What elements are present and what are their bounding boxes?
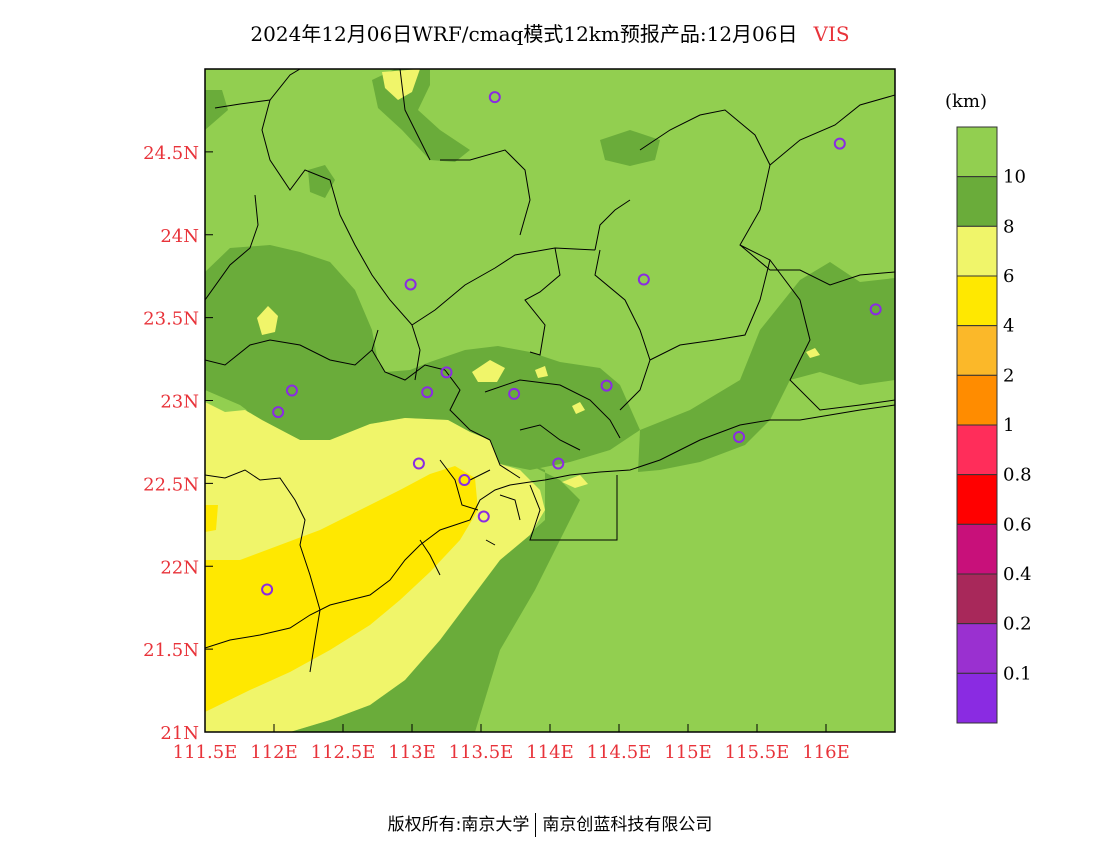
legend-swatch-6 [956,374,998,426]
legend-label-4: 6 [1003,266,1014,287]
legend-label-3: 8 [1003,216,1014,237]
station-marker-6 [285,384,298,397]
legend-swatch-9 [956,523,998,575]
x-tick-label-1: 111.5E [173,742,238,763]
y-tick-label-3: 22N [160,557,199,578]
vis-zone-8-10-north-central [600,130,660,166]
map-title: 2024年12月06日WRF/cmaq模式12km预报产品:12月06日 VIS [0,18,1100,47]
y-axis: 21N 21.5N 22N 22.5N 23N 23.5N 24N 24.5N [143,143,213,744]
x-tick-label-7: 114.5E [587,742,652,763]
legend-swatch-2 [956,176,998,227]
estuary-lines [419,459,521,576]
station-marker-9 [440,366,453,379]
coastline-east [529,404,895,483]
legend-swatch-1 [956,126,998,178]
map-plot-area [205,69,895,732]
y-tick-label-2: 21.5N [143,640,199,661]
west-peninsula-boundary [205,469,321,673]
copyright-owner: 版权所有:南京大学 [387,815,530,835]
vis-zone-6-8-islet-c [562,475,588,488]
copyright-partner: 南京创蓝科技有限公司 [542,815,713,835]
x-tick-label-9: 115.5E [725,742,790,763]
vis-zone-8-10-west [205,245,640,470]
station-marker-3 [404,278,417,291]
boundary-city-east [594,94,895,411]
x-tick-label-5: 113.5E [449,742,514,763]
coastline-west [205,481,531,649]
y-tick-label-4: 22.5N [143,474,199,495]
coast-island-outline [529,475,618,541]
x-axis: 111.5E 112E 112.5E 113E 113.5E 114E 114.5E 115E… [173,724,850,763]
vis-zone-8-10-northwest-corner [205,90,228,130]
title-text: 2024年12月06日WRF/cmaq模式12km预报产品:12月06日 [250,22,798,46]
station-marker-10 [508,387,521,400]
station-marker-17 [261,583,274,596]
vis-zone-6-8-islet-b [472,360,505,382]
legend-swatch-10 [956,573,998,625]
legend-swatch-3 [956,225,998,277]
boundary-lines [205,69,895,673]
boundary-west [205,194,446,381]
station-marker-13 [412,457,425,470]
x-tick-label-10: 116E [802,742,850,763]
legend-label-9: 0.6 [1003,514,1032,535]
color-legend: 10 8 6 4 2 1 0.8 0.6 0.4 0.2 0.1 [956,126,1032,724]
legend-swatch-5 [956,325,998,376]
vis-zone-6-8-islet-d [535,366,548,378]
station-marker-2 [833,137,846,150]
vis-zone-6-8-north [382,69,420,100]
station-marker-5 [869,303,882,316]
y-tick-label-8: 24.5N [143,143,199,164]
x-tick-label-3: 112.5E [311,742,376,763]
legend-label-12: 0.1 [1003,663,1032,684]
x-tick-label-8: 115E [664,742,712,763]
legend-label-10: 0.4 [1003,564,1032,585]
legend-swatch-11 [956,623,998,674]
legend-swatch-4 [956,275,998,327]
variable-name: VIS [813,22,850,46]
vis-zone-4-6-west-edge [205,505,218,532]
station-marker-15 [552,457,565,470]
station-marker-7 [272,406,285,419]
x-tick-label-6: 114E [526,742,574,763]
x-tick-label-2: 112E [250,742,298,763]
y-tick-label-6: 23.5N [143,309,199,330]
station-markers [261,91,882,596]
station-marker-12 [733,430,746,443]
station-marker-4 [637,273,650,286]
legend-label-11: 0.2 [1003,614,1032,635]
copyright-separator [535,813,537,837]
legend-swatch-12 [956,672,998,724]
vis-zone-8-10-coast [290,460,580,732]
y-tick-label-7: 24N [160,226,199,247]
legend-label-8: 0.8 [1003,465,1032,486]
vis-zone-8-10-east [638,262,895,472]
station-marker-11 [600,379,613,392]
vis-zone-6-8-islet-a [257,306,278,335]
station-marker-1 [488,91,501,104]
y-tick-label-1: 21N [160,723,199,744]
vis-zone-6-8-islet-f [806,348,820,358]
vis-zone-8-10-small [308,165,335,198]
x-tick-label-4: 113E [388,742,436,763]
legend-label-2: 10 [1003,167,1026,188]
legend-label-6: 2 [1003,365,1014,386]
y-tick-label-5: 23N [160,392,199,413]
boundary-prd [444,369,621,479]
legend-label-7: 1 [1003,415,1014,436]
legend-unit: (km) [945,91,987,112]
boundary-city-north [214,69,631,381]
copyright-line: 版权所有:南京大学 南京创蓝科技有限公司 [0,810,1100,837]
station-marker-14 [458,474,471,487]
legend-swatch-7 [956,424,998,476]
station-marker-8 [421,386,434,399]
station-marker-16 [477,510,490,523]
legend-label-5: 4 [1003,316,1014,337]
vis-zone-6-8-islet-e [572,402,585,414]
legend-swatch-8 [956,474,998,525]
vis-zone-4-6-southwest [205,466,478,712]
